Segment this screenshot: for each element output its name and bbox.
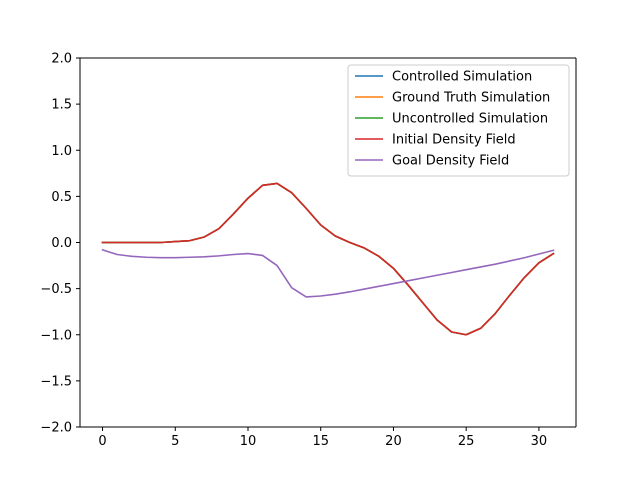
x-tick-label: 15	[312, 434, 329, 449]
y-tick-label: 2.0	[51, 52, 72, 67]
x-tick-label: 10	[240, 434, 257, 449]
y-tick-label: −1.5	[40, 374, 72, 389]
x-tick-label: 30	[531, 434, 548, 449]
y-tick-label: 0.5	[51, 190, 72, 205]
x-tick-label: 0	[98, 434, 106, 449]
y-tick-label: −0.5	[40, 282, 72, 297]
legend-label: Initial Density Field	[392, 133, 516, 148]
y-tick-label: −1.0	[40, 328, 72, 343]
axes-layer: 0 5 10 15 20 25 30 2.0 1.5 1.0 0.5 0.0 −0.5 −1.0 −1.5 −…	[40, 52, 577, 449]
y-tick-label: 1.0	[51, 144, 72, 159]
legend-label: Goal Density Field	[392, 154, 509, 169]
x-tick-label: 25	[458, 434, 475, 449]
x-tick-label: 5	[171, 434, 179, 449]
series-line-3	[101, 182, 555, 336]
legend-box	[347, 64, 570, 177]
x-tick-label: 20	[385, 434, 402, 449]
y-tick-label: 0.0	[51, 236, 72, 251]
legend-label: Ground Truth Simulation	[392, 91, 550, 106]
y-tick-label: −2.0	[40, 421, 72, 436]
legend-label: Uncontrolled Simulation	[392, 112, 548, 127]
legend: Controlled Simulation Ground Truth Simula…	[347, 64, 570, 177]
series-line-4	[101, 248, 555, 298]
legend-label: Controlled Simulation	[392, 70, 532, 85]
y-tick-label: 1.5	[51, 98, 72, 113]
series-layer	[101, 182, 555, 336]
